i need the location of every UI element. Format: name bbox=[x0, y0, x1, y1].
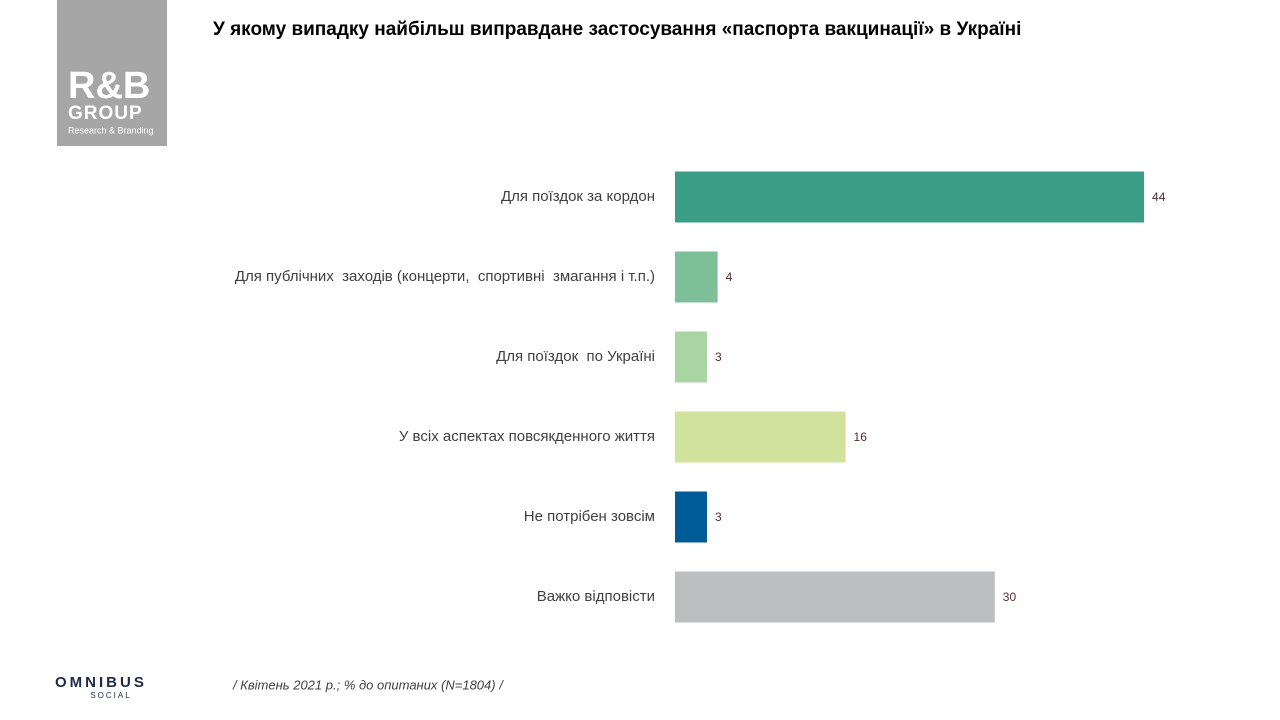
category-label: Для поїздок по Україні bbox=[496, 348, 655, 365]
category-label: Важко відповісти bbox=[537, 588, 655, 605]
chart-title: У якому випадку найбільш виправдане заст… bbox=[213, 19, 1021, 40]
value-label: 30 bbox=[1003, 590, 1017, 604]
bar bbox=[675, 411, 846, 463]
footer-logo: OMNIBUS bbox=[55, 674, 147, 691]
value-label: 16 bbox=[854, 430, 868, 444]
value-label: 3 bbox=[715, 350, 722, 364]
logo-group: GROUP bbox=[68, 103, 143, 124]
bar bbox=[675, 331, 707, 383]
category-label: Для поїздок за кордон bbox=[501, 188, 655, 205]
logo-tagline: Research & Branding bbox=[68, 125, 154, 135]
logo-name: R&B bbox=[68, 65, 150, 107]
value-label: 4 bbox=[726, 270, 733, 284]
bar bbox=[675, 171, 1145, 223]
category-label: Для публічних заходів (концерти, спортив… bbox=[235, 268, 655, 285]
bar bbox=[675, 571, 995, 623]
footnote: / Квітень 2021 р.; % до опитаних (N=1804… bbox=[232, 677, 504, 692]
bar bbox=[675, 491, 707, 543]
value-label: 44 bbox=[1152, 190, 1166, 204]
bar bbox=[675, 251, 718, 303]
footer-logo-sub: SOCIAL bbox=[90, 691, 131, 700]
category-label: У всіх аспектах повсякденного життя bbox=[399, 428, 655, 445]
value-label: 3 bbox=[715, 510, 722, 524]
logo-box bbox=[57, 0, 167, 146]
category-label: Не потрібен зовсім bbox=[524, 508, 655, 525]
